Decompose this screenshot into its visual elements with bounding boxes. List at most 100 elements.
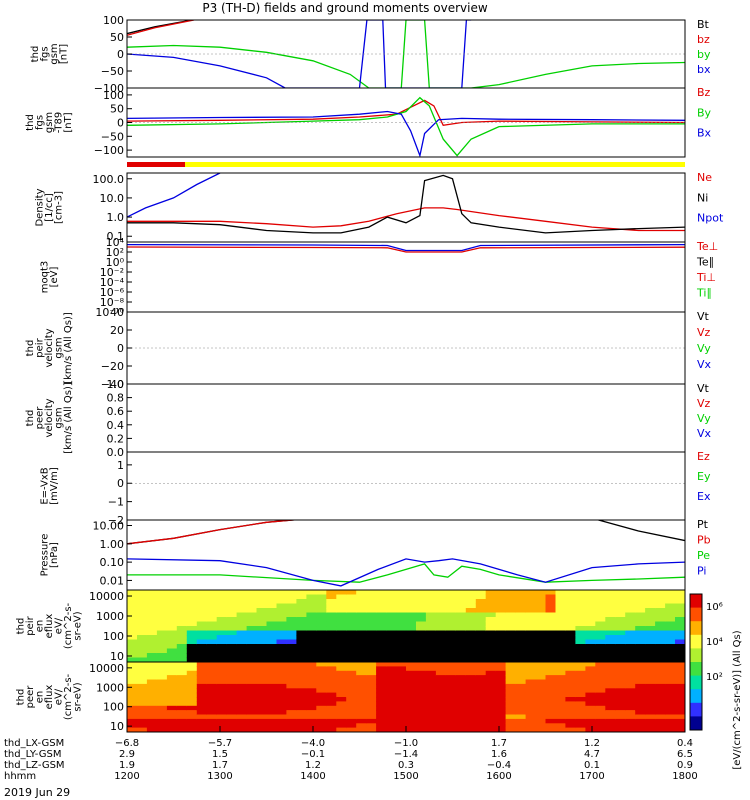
spectrogram-cell [485, 688, 497, 694]
spectrogram-cell [615, 710, 626, 716]
spectrogram-cell [356, 718, 367, 724]
spectrogram-cell [615, 648, 626, 654]
series-line-blue [127, 243, 685, 252]
spectrogram-cell [127, 701, 138, 707]
spectrogram-cell [655, 599, 666, 605]
spectrogram-cell [386, 603, 397, 609]
y-tick-label: −100 [94, 82, 124, 95]
spectrogram-cell [346, 688, 357, 694]
spectrogram-cell [645, 603, 656, 609]
spectrogram-cell [675, 644, 685, 650]
spectrogram-cell [366, 621, 377, 627]
spectrogram-cell [535, 692, 547, 698]
spectrogram-cell [535, 621, 547, 627]
series-line-red [127, 99, 685, 127]
spectrogram-cell [515, 701, 527, 707]
y-axis-label: fgs [35, 115, 46, 130]
spectrogram-cell [246, 723, 258, 729]
spectrogram-cell [565, 608, 576, 614]
spectrogram-cell [525, 603, 537, 609]
spectrogram-cell [406, 666, 417, 672]
spectrogram-cell [525, 710, 537, 716]
y-tick-label: 10⁻⁶ [100, 286, 125, 299]
spectrogram-cell [665, 723, 676, 729]
spectrogram-cell [445, 683, 457, 689]
spectrogram-cell [356, 657, 367, 662]
spectrogram-cell [246, 648, 258, 654]
y-tick-label: 10⁴ [106, 236, 125, 249]
spectrogram-cell [525, 621, 537, 627]
spectrogram-cell [515, 599, 527, 605]
spectrogram-cell [356, 653, 367, 659]
spectrogram-cell [186, 723, 198, 729]
spectrogram-cell [127, 603, 138, 609]
spectrogram-cell [256, 612, 268, 618]
spectrogram-cell [425, 590, 437, 596]
spectrogram-cell [276, 635, 288, 641]
spectrogram-cell [266, 630, 278, 636]
spectrogram-cell [146, 697, 158, 702]
spectrogram-cell [575, 705, 586, 711]
spectrogram-cell [156, 718, 168, 724]
spectrogram-cell [326, 723, 337, 729]
spectrogram-cell [645, 599, 656, 605]
spectrogram-cell [455, 697, 467, 702]
spectrogram-cell [525, 630, 537, 636]
spectrogram-cell [206, 692, 218, 698]
spectrogram-cell [326, 630, 337, 636]
spectrogram-cell [206, 608, 218, 614]
spectrogram-cell [296, 683, 307, 689]
spectrogram-cell [435, 599, 447, 605]
spectrogram-cell [356, 679, 367, 685]
spectrogram-cell [625, 621, 636, 627]
spectrogram-cell [236, 714, 248, 720]
spectrogram-cell [246, 666, 258, 672]
spectrogram-cell [675, 727, 685, 732]
spectrogram-cell [505, 727, 517, 732]
spectrogram-cell [306, 688, 317, 694]
spectrogram-cell [296, 692, 307, 698]
series-line-green [127, 20, 685, 88]
spectrogram-cell [286, 599, 297, 605]
spectrogram-cell [306, 679, 317, 685]
legend-entry: Vx [697, 358, 712, 371]
spectrogram-cell [366, 653, 377, 659]
spectrogram-cell [296, 612, 307, 618]
spectrogram-cell [455, 621, 467, 627]
spectrogram-cell [515, 644, 527, 650]
spectrogram-cell [525, 666, 537, 672]
spectrogram-cell [505, 653, 517, 659]
y-tick-label: 0.4 [107, 419, 125, 432]
spectrogram-cell [156, 657, 168, 662]
spectrogram-cell [226, 639, 238, 645]
spectrogram-cell [336, 670, 347, 676]
y-tick-label: 0.2 [107, 432, 125, 445]
spectrogram-cell [196, 710, 208, 716]
spectrogram-cell [495, 666, 507, 672]
spectrogram-cell [376, 705, 387, 711]
spectrogram-cell [665, 697, 676, 702]
spectrogram-cell [675, 612, 685, 618]
spectrogram-cell [625, 603, 636, 609]
spectrogram-cell [396, 723, 407, 729]
spectrogram-cell [286, 723, 297, 729]
spectrogram-cell [575, 603, 586, 609]
spectrogram-cell [525, 701, 537, 707]
spectrogram-cell [137, 701, 148, 707]
spectrogram-cell [346, 701, 357, 707]
spectrogram-cell [396, 683, 407, 689]
x-row-value: 1.7 [212, 760, 228, 771]
spectrogram-cell [356, 590, 367, 596]
spectrogram-cell [425, 594, 437, 600]
spectrogram-cell [376, 657, 387, 662]
spectrogram-cell [655, 617, 666, 623]
spectrogram-cell [196, 723, 208, 729]
spectrogram-cell [246, 644, 258, 650]
spectrogram-cell [406, 662, 417, 667]
spectrogram-cell [655, 630, 666, 636]
spectrogram-cell [505, 626, 517, 632]
colorbar-swatch [690, 594, 702, 609]
spectrogram-cell [425, 608, 437, 614]
spectrogram-cell [186, 590, 198, 596]
